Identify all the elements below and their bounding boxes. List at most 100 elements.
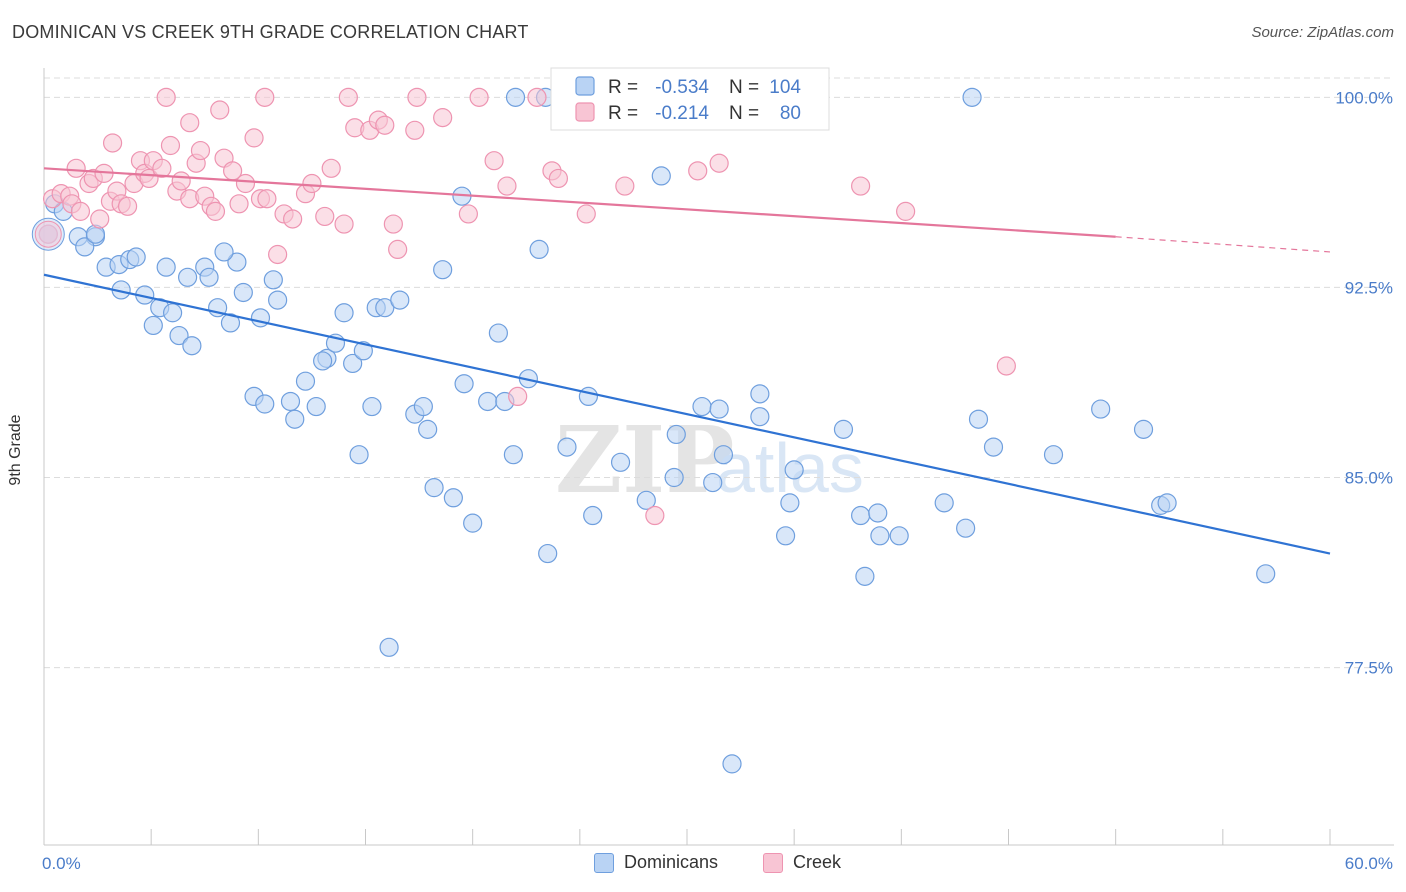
creek-point [484, 151, 504, 171]
legend-swatch-creek [763, 852, 783, 873]
creek-point [548, 168, 569, 189]
stats-r-label-1: R = [608, 103, 638, 124]
creek-point [527, 87, 547, 107]
creek-point [66, 158, 86, 178]
legend-swatch-dominicans [594, 852, 614, 873]
dominicans-point [583, 505, 603, 526]
dominicans-point [424, 478, 444, 498]
creek-point [383, 214, 403, 234]
dominicans-point [889, 526, 909, 546]
stats-legend-box [550, 67, 830, 131]
dominicans-point [343, 353, 363, 374]
dominicans-point [443, 488, 463, 508]
creek-point [375, 115, 395, 135]
dominicans-point [75, 237, 95, 257]
creek-point [102, 133, 123, 153]
dominicans-point [433, 260, 453, 280]
y-tick-label-2: 85.0% [1345, 469, 1393, 488]
creek-point [235, 173, 256, 194]
dominicans-point [666, 424, 686, 445]
creek-point [90, 209, 110, 229]
creek-point [497, 176, 517, 196]
dominicans-point [353, 341, 373, 361]
dominicans-point [182, 336, 202, 356]
creek-point [210, 100, 230, 120]
dominicans-point [233, 282, 253, 303]
dominicans-point [713, 445, 734, 465]
dominicans-point [220, 313, 241, 333]
stats-legend-swatch-1 [575, 102, 595, 122]
dominicans-point [1157, 493, 1177, 513]
creek-point [205, 201, 226, 221]
dominicans-point [1133, 419, 1154, 439]
dominicans-point [375, 298, 395, 318]
creek-point [405, 120, 425, 140]
creek-trend-line [43, 167, 1116, 238]
dominicans-point [664, 467, 684, 488]
dominicans-point [529, 239, 549, 260]
creek-point [190, 140, 211, 161]
dominicans-point [855, 566, 875, 586]
dominicans-point [178, 267, 198, 287]
dominicans-point [227, 252, 247, 272]
dominicans-point [163, 303, 183, 323]
dominicans-point [956, 518, 976, 538]
creek-point [709, 153, 729, 173]
x-tick-label-1: 60.0% [1345, 854, 1393, 873]
dominicans-point [868, 503, 888, 523]
dominicans-point [780, 493, 800, 513]
dominicans-point [488, 323, 508, 343]
dominicans-point [214, 242, 234, 262]
legend-item-creek[interactable]: Creek [763, 852, 841, 873]
dominicans-point [503, 445, 523, 465]
dominicans-point [295, 371, 316, 391]
dominicans-point [651, 166, 671, 186]
creek-point [996, 356, 1016, 376]
creek-point [117, 196, 138, 216]
stats-n-label-1: N = [729, 103, 759, 124]
bottom-legend: Dominicans Creek [0, 852, 1406, 878]
dominicans-point [851, 505, 871, 526]
y-tick-label-1: 92.5% [1345, 278, 1393, 297]
creek-point [321, 158, 341, 178]
stats-r-label-0: R = [608, 77, 638, 98]
creek-point [458, 204, 478, 224]
stats-legend-swatch-0 [575, 76, 595, 96]
stats-r-value-0: -0.534 [655, 77, 709, 98]
creek-point [334, 214, 354, 234]
stats-n-value-1: 80 [780, 103, 801, 124]
dominicans-point [968, 409, 989, 429]
dominicans-point [285, 409, 305, 429]
dominicans-point [169, 325, 189, 346]
creek-point [160, 135, 181, 156]
creek-point [688, 161, 708, 181]
dominicans-point [280, 391, 301, 412]
y-tick-label-0: 100.0% [1335, 88, 1393, 107]
creek-point [407, 87, 427, 107]
dominicans-point [418, 419, 438, 439]
dominicans-point [199, 267, 219, 287]
dominicans-point [934, 493, 954, 513]
dominicans-point [833, 419, 854, 439]
dominicans-point [784, 460, 804, 480]
creek-trend-extension [1115, 236, 1331, 253]
creek-point [156, 87, 176, 107]
dominicans-point [775, 526, 796, 546]
creek-point [469, 87, 489, 107]
dominicans-point [1043, 445, 1064, 465]
creek-point [171, 171, 191, 191]
legend-item-dominicans[interactable]: Dominicans [594, 852, 718, 873]
creek-point [229, 194, 249, 214]
source-label: Source: ZipAtlas.com [1251, 24, 1394, 41]
dominicans-point [454, 374, 474, 394]
creek-point [180, 113, 200, 133]
creek-point [896, 201, 916, 221]
dominicans-point [390, 290, 410, 310]
dominicans-point [610, 452, 631, 472]
series-dominicans [38, 87, 1276, 774]
dominicans-point [557, 437, 577, 457]
dominicans-point [703, 472, 723, 493]
dominicans-point [463, 513, 483, 533]
creek-point [315, 206, 335, 227]
